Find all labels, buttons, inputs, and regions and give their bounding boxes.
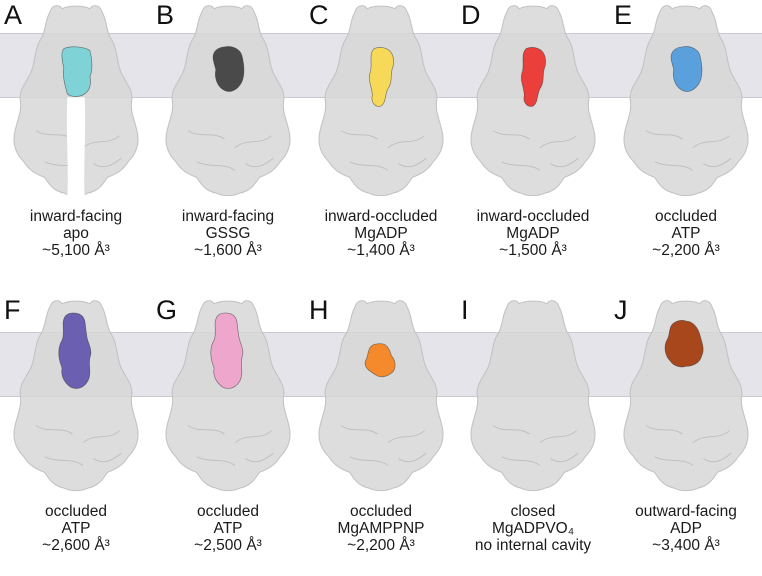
panel-letter: G — [156, 295, 178, 325]
ligand-label: GSSG — [205, 225, 251, 242]
cavity-volume — [664, 320, 704, 368]
protein-silhouette — [13, 300, 139, 492]
cavity-volume — [369, 47, 394, 107]
protein-structure-i — [470, 300, 596, 492]
state-label: occluded — [349, 503, 413, 520]
state-label: inward-facing — [181, 208, 275, 225]
state-label: closed — [510, 503, 556, 520]
ligand-label: MgADPVO₄ — [491, 520, 575, 537]
panel-caption: outward-facing ADP ~3,400 Å³ — [610, 503, 762, 554]
state-label: outward-facing — [635, 503, 737, 520]
protein-silhouette — [165, 300, 291, 492]
cavity-volume-label: ~3,400 Å³ — [652, 537, 720, 554]
cavity-volume — [364, 343, 396, 378]
state-label: inward-occluded — [476, 208, 590, 225]
panel-letter: E — [614, 0, 633, 30]
ligand-label: MgADP — [354, 225, 408, 242]
panel-letter: D — [461, 0, 481, 30]
state-label: occluded — [44, 503, 108, 520]
surface-texture — [492, 130, 579, 171]
ligand-label: apo — [63, 225, 89, 242]
protein-silhouette — [623, 5, 749, 197]
cavity-volume — [210, 312, 244, 389]
cavity-volume — [521, 47, 546, 107]
cavity-volume-label: ~2,200 Å³ — [347, 537, 415, 554]
protein-structure-g — [165, 300, 291, 492]
cavity-volume-label: ~1,500 Å³ — [499, 242, 567, 259]
state-label: inward-occluded — [324, 208, 438, 225]
protein-structure-j — [623, 300, 749, 492]
ligand-label: MgAMPPNP — [337, 520, 425, 537]
panel-caption: inward-facing GSSG ~1,600 Å³ — [152, 208, 304, 259]
protein-structure-d — [470, 5, 596, 197]
state-label: occluded — [654, 208, 718, 225]
protein-structure-f — [13, 300, 139, 492]
inward-opening — [66, 97, 86, 200]
state-label: occluded — [196, 503, 260, 520]
state-label: inward-facing — [29, 208, 123, 225]
panel-caption: occluded MgAMPPNP ~2,200 Å³ — [305, 503, 457, 554]
protein-structure-b — [165, 5, 291, 197]
panel-letter: C — [309, 0, 329, 30]
panel-caption: inward-occluded MgADP ~1,400 Å³ — [305, 208, 457, 259]
ligand-label: ADP — [670, 520, 702, 537]
surface-texture — [187, 425, 274, 466]
protein-silhouette — [165, 5, 291, 197]
cavity-volume — [212, 46, 245, 92]
protein-structure-a — [13, 5, 139, 200]
ligand-label: ATP — [61, 520, 91, 537]
surface-texture — [35, 425, 122, 466]
surface-texture — [35, 130, 122, 171]
protein-structure-e — [623, 5, 749, 197]
panel-caption: occluded ATP ~2,200 Å³ — [610, 208, 762, 259]
panel-letter: J — [614, 295, 628, 325]
surface-texture — [492, 425, 579, 466]
ligand-label: MgADP — [506, 225, 560, 242]
cavity-volume — [61, 46, 93, 97]
panel-letter: B — [156, 0, 175, 30]
surface-texture — [645, 425, 732, 466]
panel-caption: occluded ATP ~2,500 Å³ — [152, 503, 304, 554]
panel-caption: inward-facing apo ~5,100 Å³ — [0, 208, 152, 259]
surface-texture — [187, 130, 274, 171]
protein-silhouette — [623, 300, 749, 492]
cavity-volume — [58, 312, 92, 389]
panel-letter: F — [4, 295, 21, 325]
protein-silhouette — [470, 300, 596, 492]
cavity-volume-label: ~1,400 Å³ — [347, 242, 415, 259]
panel-caption: closed MgADPVO₄ no internal cavity — [457, 503, 609, 554]
panel-letter: A — [4, 0, 23, 30]
ligand-label: ATP — [213, 520, 243, 537]
panel-letter: H — [309, 295, 329, 325]
cavity-volume-label: ~2,200 Å³ — [652, 242, 720, 259]
panel-letter: I — [461, 295, 469, 325]
panel-caption: occluded ATP ~2,600 Å³ — [0, 503, 152, 554]
protein-structure-c — [318, 5, 444, 197]
surface-texture — [340, 425, 427, 466]
cavity-volume-label: ~2,500 Å³ — [194, 537, 262, 554]
panel-caption: inward-occluded MgADP ~1,500 Å³ — [457, 208, 609, 259]
ligand-label: ATP — [671, 225, 701, 242]
cavity-volume — [670, 46, 703, 92]
surface-texture — [645, 130, 732, 171]
cavity-volume-label: ~2,600 Å³ — [42, 537, 110, 554]
protein-structure-h — [318, 300, 444, 492]
cavity-volume-label: ~5,100 Å³ — [42, 242, 110, 259]
cavity-volume-label: ~1,600 Å³ — [194, 242, 262, 259]
surface-texture — [340, 130, 427, 171]
cavity-volume-label: no internal cavity — [474, 537, 592, 554]
protein-silhouette — [318, 300, 444, 492]
